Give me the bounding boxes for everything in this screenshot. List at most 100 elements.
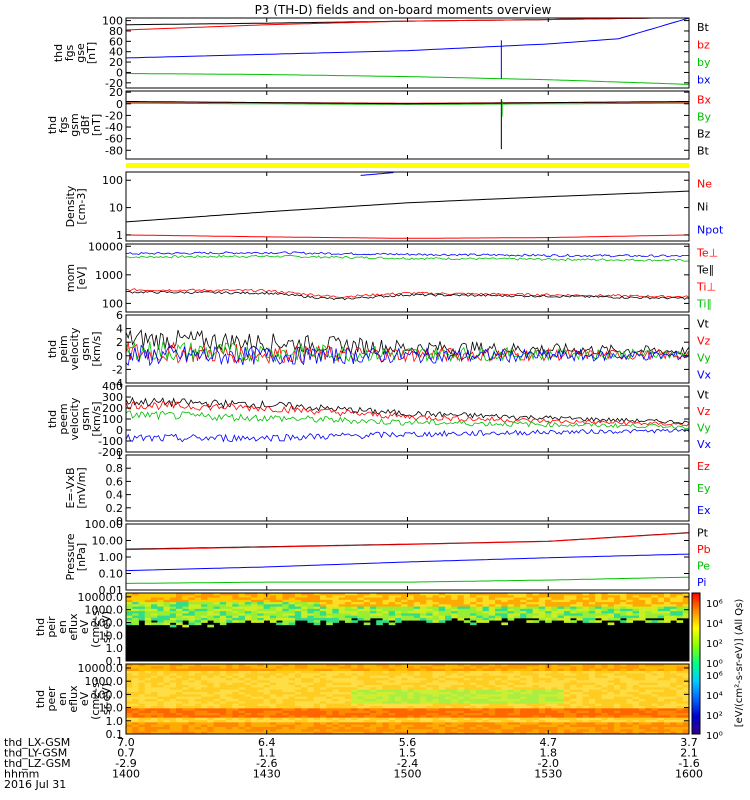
spectrogram-cell — [232, 668, 239, 672]
spectrogram-cell — [638, 729, 646, 733]
spectrogram-cell — [620, 687, 627, 691]
spectrogram-cell — [670, 604, 677, 607]
spectrogram-cell — [607, 673, 615, 677]
spectrogram-cell — [482, 694, 490, 698]
spectrogram-cell — [363, 715, 371, 719]
spectrogram-cell — [244, 604, 252, 607]
y-axis-label: Density — [64, 185, 77, 227]
spectrogram-cell — [269, 708, 277, 712]
y-tick-label: 0.8 — [106, 462, 124, 475]
spectrogram-cell — [488, 680, 496, 684]
spectrogram-cell — [182, 715, 189, 719]
spectrogram-cell — [126, 703, 133, 707]
spectrogram-cell — [520, 593, 527, 596]
spectrogram-cell — [607, 602, 615, 605]
spectrogram-cell — [294, 611, 302, 614]
spectrogram-cell — [401, 727, 408, 730]
spectrogram-cell — [138, 597, 146, 601]
spectrogram-cell — [213, 708, 221, 712]
spectrogram-cell — [432, 673, 440, 677]
y-axis-label: [km/s] — [90, 401, 103, 436]
spectrogram-cell — [251, 701, 258, 705]
spectrogram-cell — [326, 713, 333, 716]
spectrogram-cell — [388, 608, 396, 612]
spectrogram-cell — [276, 666, 283, 670]
spectrogram-cell — [501, 608, 508, 612]
spectrogram-cell — [288, 668, 296, 672]
spectrogram-cell — [326, 703, 333, 707]
spectrogram-cell — [388, 678, 396, 681]
spectrogram-cell — [438, 611, 446, 614]
spectrogram-cell — [238, 668, 246, 672]
spectrogram-cell — [638, 664, 646, 667]
spectrogram-cell — [632, 606, 640, 610]
spectrogram-cell — [432, 729, 440, 733]
spectrogram-cell — [432, 708, 440, 712]
spectrogram-cell — [288, 613, 296, 617]
spectrogram-cell — [163, 699, 171, 702]
spectrogram-cell — [338, 615, 346, 619]
spectrogram-cell — [338, 722, 346, 726]
spectrogram-cell — [507, 717, 515, 721]
spectrogram-cell — [257, 685, 265, 688]
spectrogram-cell — [251, 696, 258, 700]
spectrogram-cell — [520, 720, 527, 723]
spectrogram-cell — [463, 606, 471, 610]
spectrogram-cell — [338, 703, 346, 707]
spectrogram-cell — [663, 620, 671, 623]
spectrogram-cell — [376, 713, 383, 716]
spectrogram-cell — [457, 703, 465, 707]
spectrogram-cell — [495, 602, 502, 605]
spectrogram-cell — [357, 708, 365, 712]
spectrogram-cell — [676, 706, 684, 709]
spectrogram-cell — [682, 678, 689, 681]
spectrogram-cell — [613, 710, 621, 714]
spectrogram-cell — [657, 602, 665, 605]
spectrogram-cell — [432, 692, 440, 695]
spectrogram-cell — [388, 597, 396, 601]
spectrogram-cell — [463, 666, 471, 670]
spectrogram-cell — [163, 604, 171, 607]
spectrogram-cell — [394, 699, 402, 702]
spectrogram-cell — [194, 664, 202, 667]
spectrogram-cell — [244, 675, 252, 679]
spectrogram-cell — [132, 696, 139, 700]
spectrogram-cell — [151, 664, 158, 667]
spectrogram-cell — [495, 694, 502, 698]
spectrogram-cell — [557, 696, 565, 700]
spectrogram-cell — [219, 694, 227, 698]
spectrogram-cell — [613, 708, 621, 712]
spectrogram-cell — [376, 664, 383, 667]
spectrogram-cell — [470, 701, 477, 705]
spectrogram-cell — [588, 678, 596, 681]
series-Vy — [126, 341, 689, 363]
spectrogram-cell — [238, 604, 246, 607]
spectrogram-cell — [151, 687, 158, 691]
spectrogram-cell — [426, 611, 433, 614]
spectrogram-cell — [157, 687, 164, 691]
spectrogram-cell — [294, 606, 302, 610]
spectrogram-cell — [676, 720, 684, 723]
spectrogram-cell — [426, 689, 433, 693]
spectrogram-cell — [232, 689, 239, 693]
spectrogram-cell — [201, 617, 208, 621]
spectrogram-cell — [426, 720, 433, 723]
spectrogram-cell — [582, 593, 590, 596]
spectrogram-cell — [332, 613, 340, 617]
spectrogram-cell — [357, 671, 365, 674]
spectrogram-cell — [438, 717, 446, 721]
spectrogram-cell — [676, 599, 684, 603]
spectrogram-cell — [263, 606, 271, 610]
spectrogram-cell — [482, 593, 490, 596]
spectrogram-cell — [232, 713, 239, 716]
spectrogram-cell — [663, 664, 671, 667]
spectrogram-cell — [445, 664, 452, 667]
spectrogram-cell — [426, 708, 433, 712]
panel-frame — [125, 17, 690, 89]
spectrogram-cell — [169, 602, 177, 605]
spectrogram-cell — [588, 701, 596, 705]
spectrogram-cell — [344, 717, 352, 721]
spectrogram-cell — [219, 599, 227, 603]
spectrogram-cell — [351, 694, 358, 698]
spectrogram-cell — [576, 731, 584, 734]
